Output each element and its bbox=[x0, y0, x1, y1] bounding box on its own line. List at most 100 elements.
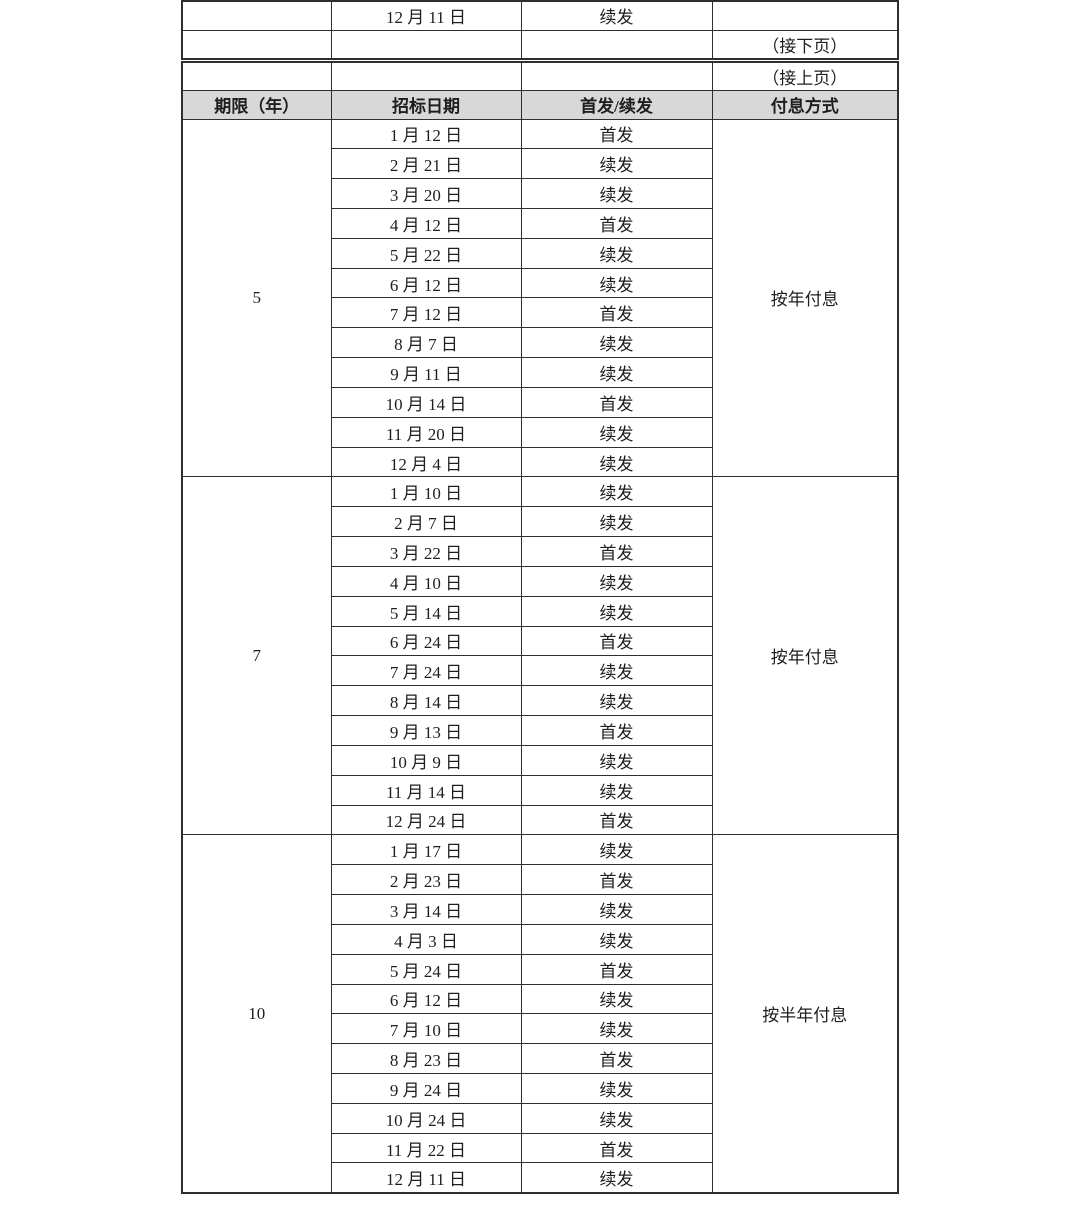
term-cell: 10 bbox=[181, 834, 332, 1194]
issue-cell: 首发 bbox=[520, 953, 713, 985]
date-cell: 10 月 24 日 bbox=[330, 1102, 522, 1134]
table-header-row: 期限（年） 招标日期 首发/续发 付息方式 bbox=[181, 89, 899, 120]
date-cell: 7 月 24 日 bbox=[330, 655, 522, 687]
issue-cell: 续发 bbox=[520, 923, 713, 955]
date-cell: 4 月 12 日 bbox=[330, 207, 522, 239]
date-cell: 2 月 7 日 bbox=[330, 506, 522, 538]
empty-cell bbox=[330, 61, 522, 91]
date-cell: 8 月 14 日 bbox=[330, 685, 522, 717]
table-row: 3 月 22 日首发 bbox=[182, 536, 898, 567]
date-cell: 7 月 10 日 bbox=[330, 1013, 522, 1045]
table-row: 7 月 24 日续发 bbox=[182, 655, 898, 687]
column-header-issue: 首发/续发 bbox=[520, 89, 713, 120]
term-cell bbox=[181, 0, 332, 31]
date-cell: 2 月 23 日 bbox=[330, 864, 522, 896]
table-row: （接下页） bbox=[181, 29, 899, 60]
issue-cell: 续发 bbox=[520, 446, 713, 478]
table-row: 10 月 14 日首发 bbox=[182, 386, 898, 418]
date-cell: 8 月 23 日 bbox=[330, 1043, 522, 1074]
empty-cell bbox=[520, 61, 713, 91]
date-cell: 3 月 14 日 bbox=[330, 894, 522, 925]
issue-cell: 续发 bbox=[520, 1013, 713, 1045]
payment-cell: 按年付息 bbox=[711, 118, 899, 478]
date-cell: 6 月 12 日 bbox=[330, 267, 522, 299]
date-cell: 1 月 10 日 bbox=[330, 476, 522, 508]
issue-cell: 续发 bbox=[520, 237, 713, 269]
date-cell: 6 月 12 日 bbox=[330, 983, 522, 1015]
table-row: 12 月 24 日首发 bbox=[182, 804, 898, 836]
issue-cell: 首发 bbox=[520, 1043, 713, 1074]
issue-cell: 首发 bbox=[520, 715, 713, 746]
table-row: 4 月 12 日首发 bbox=[182, 207, 898, 239]
table-row: 3 月 20 日续发 bbox=[182, 178, 898, 209]
issue-cell: 续发 bbox=[520, 327, 713, 359]
issue-cell: 续发 bbox=[520, 894, 713, 925]
table-row: 10 1 月 17 日续发 按半年付息 bbox=[181, 834, 899, 1194]
payment-cell bbox=[711, 0, 899, 31]
term-cell: 5 bbox=[181, 118, 332, 478]
issue-cell: 续发 bbox=[520, 1102, 713, 1134]
date-cell: 12 月 4 日 bbox=[330, 446, 522, 478]
date-cell: 6 月 24 日 bbox=[330, 625, 522, 657]
table-row: 6 月 24 日首发 bbox=[182, 625, 898, 657]
issue-cell: 续发 bbox=[520, 178, 713, 209]
date-cell: 7 月 12 日 bbox=[330, 297, 522, 329]
table-row: 12 月 4 日续发 bbox=[182, 446, 898, 478]
date-cell: 5 月 24 日 bbox=[330, 953, 522, 985]
table-row: 2 月 7 日续发 bbox=[182, 506, 898, 538]
table-row: 12 月 11 日续发 bbox=[182, 1162, 898, 1194]
payment-cell: 按半年付息 bbox=[711, 834, 899, 1194]
table-row: 2 月 21 日续发 bbox=[182, 148, 898, 180]
table-row: 12 月 11 日 续发 bbox=[181, 0, 899, 31]
continued-next-note: （接下页） bbox=[711, 29, 899, 60]
date-cell: 1 月 17 日 bbox=[330, 834, 522, 866]
empty-cell bbox=[181, 61, 332, 91]
issue-cell: 续发 bbox=[520, 774, 713, 806]
date-cell: 4 月 3 日 bbox=[330, 923, 522, 955]
table-row: 8 月 7 日续发 bbox=[182, 327, 898, 359]
payment-cell: 按年付息 bbox=[711, 476, 899, 836]
issue-cell: 首发 bbox=[520, 386, 713, 418]
date-cell: 1 月 12 日 bbox=[330, 118, 522, 150]
term-cell: 7 bbox=[181, 476, 332, 836]
date-cell: 11 月 20 日 bbox=[330, 416, 522, 448]
empty-cell bbox=[181, 29, 332, 60]
issue-cell: 续发 bbox=[520, 565, 713, 597]
date-cell: 11 月 22 日 bbox=[330, 1132, 522, 1164]
date-cell: 3 月 22 日 bbox=[330, 536, 522, 567]
date-cell: 2 月 21 日 bbox=[330, 148, 522, 180]
date-cell: 4 月 10 日 bbox=[330, 565, 522, 597]
table-row: 9 月 11 日续发 bbox=[182, 357, 898, 388]
empty-cell bbox=[330, 29, 522, 60]
issue-cell: 首发 bbox=[520, 297, 713, 329]
table-row: 5 月 14 日续发 bbox=[182, 595, 898, 627]
issue-cell: 首发 bbox=[520, 864, 713, 896]
table-row: 6 月 12 日续发 bbox=[182, 267, 898, 299]
issue-cell: 首发 bbox=[520, 536, 713, 567]
issue-cell: 续发 bbox=[520, 834, 713, 866]
issue-cell: 首发 bbox=[520, 804, 713, 836]
date-cell: 5 月 22 日 bbox=[330, 237, 522, 269]
date-cell: 10 月 14 日 bbox=[330, 386, 522, 418]
table-row: 5 月 24 日首发 bbox=[182, 953, 898, 985]
column-header-term: 期限（年） bbox=[181, 89, 332, 120]
table-row: 3 月 14 日续发 bbox=[182, 894, 898, 925]
issue-cell: 续发 bbox=[520, 655, 713, 687]
date-cell: 9 月 11 日 bbox=[330, 357, 522, 388]
date-cell: 8 月 7 日 bbox=[330, 327, 522, 359]
issue-cell: 续发 bbox=[520, 1073, 713, 1104]
table-row: 11 月 20 日续发 bbox=[182, 416, 898, 448]
issue-cell: 续发 bbox=[520, 416, 713, 448]
table-row: 5 月 22 日续发 bbox=[182, 237, 898, 269]
table-row: 11 月 22 日首发 bbox=[182, 1132, 898, 1164]
date-cell: 12 月 24 日 bbox=[330, 804, 522, 836]
issue-cell: 续发 bbox=[520, 357, 713, 388]
issue-cell: 续发 bbox=[520, 506, 713, 538]
issue-cell: 首发 bbox=[520, 207, 713, 239]
table-row: 10 月 9 日续发 bbox=[182, 744, 898, 776]
column-header-date: 招标日期 bbox=[330, 89, 522, 120]
issue-cell: 续发 bbox=[520, 148, 713, 180]
